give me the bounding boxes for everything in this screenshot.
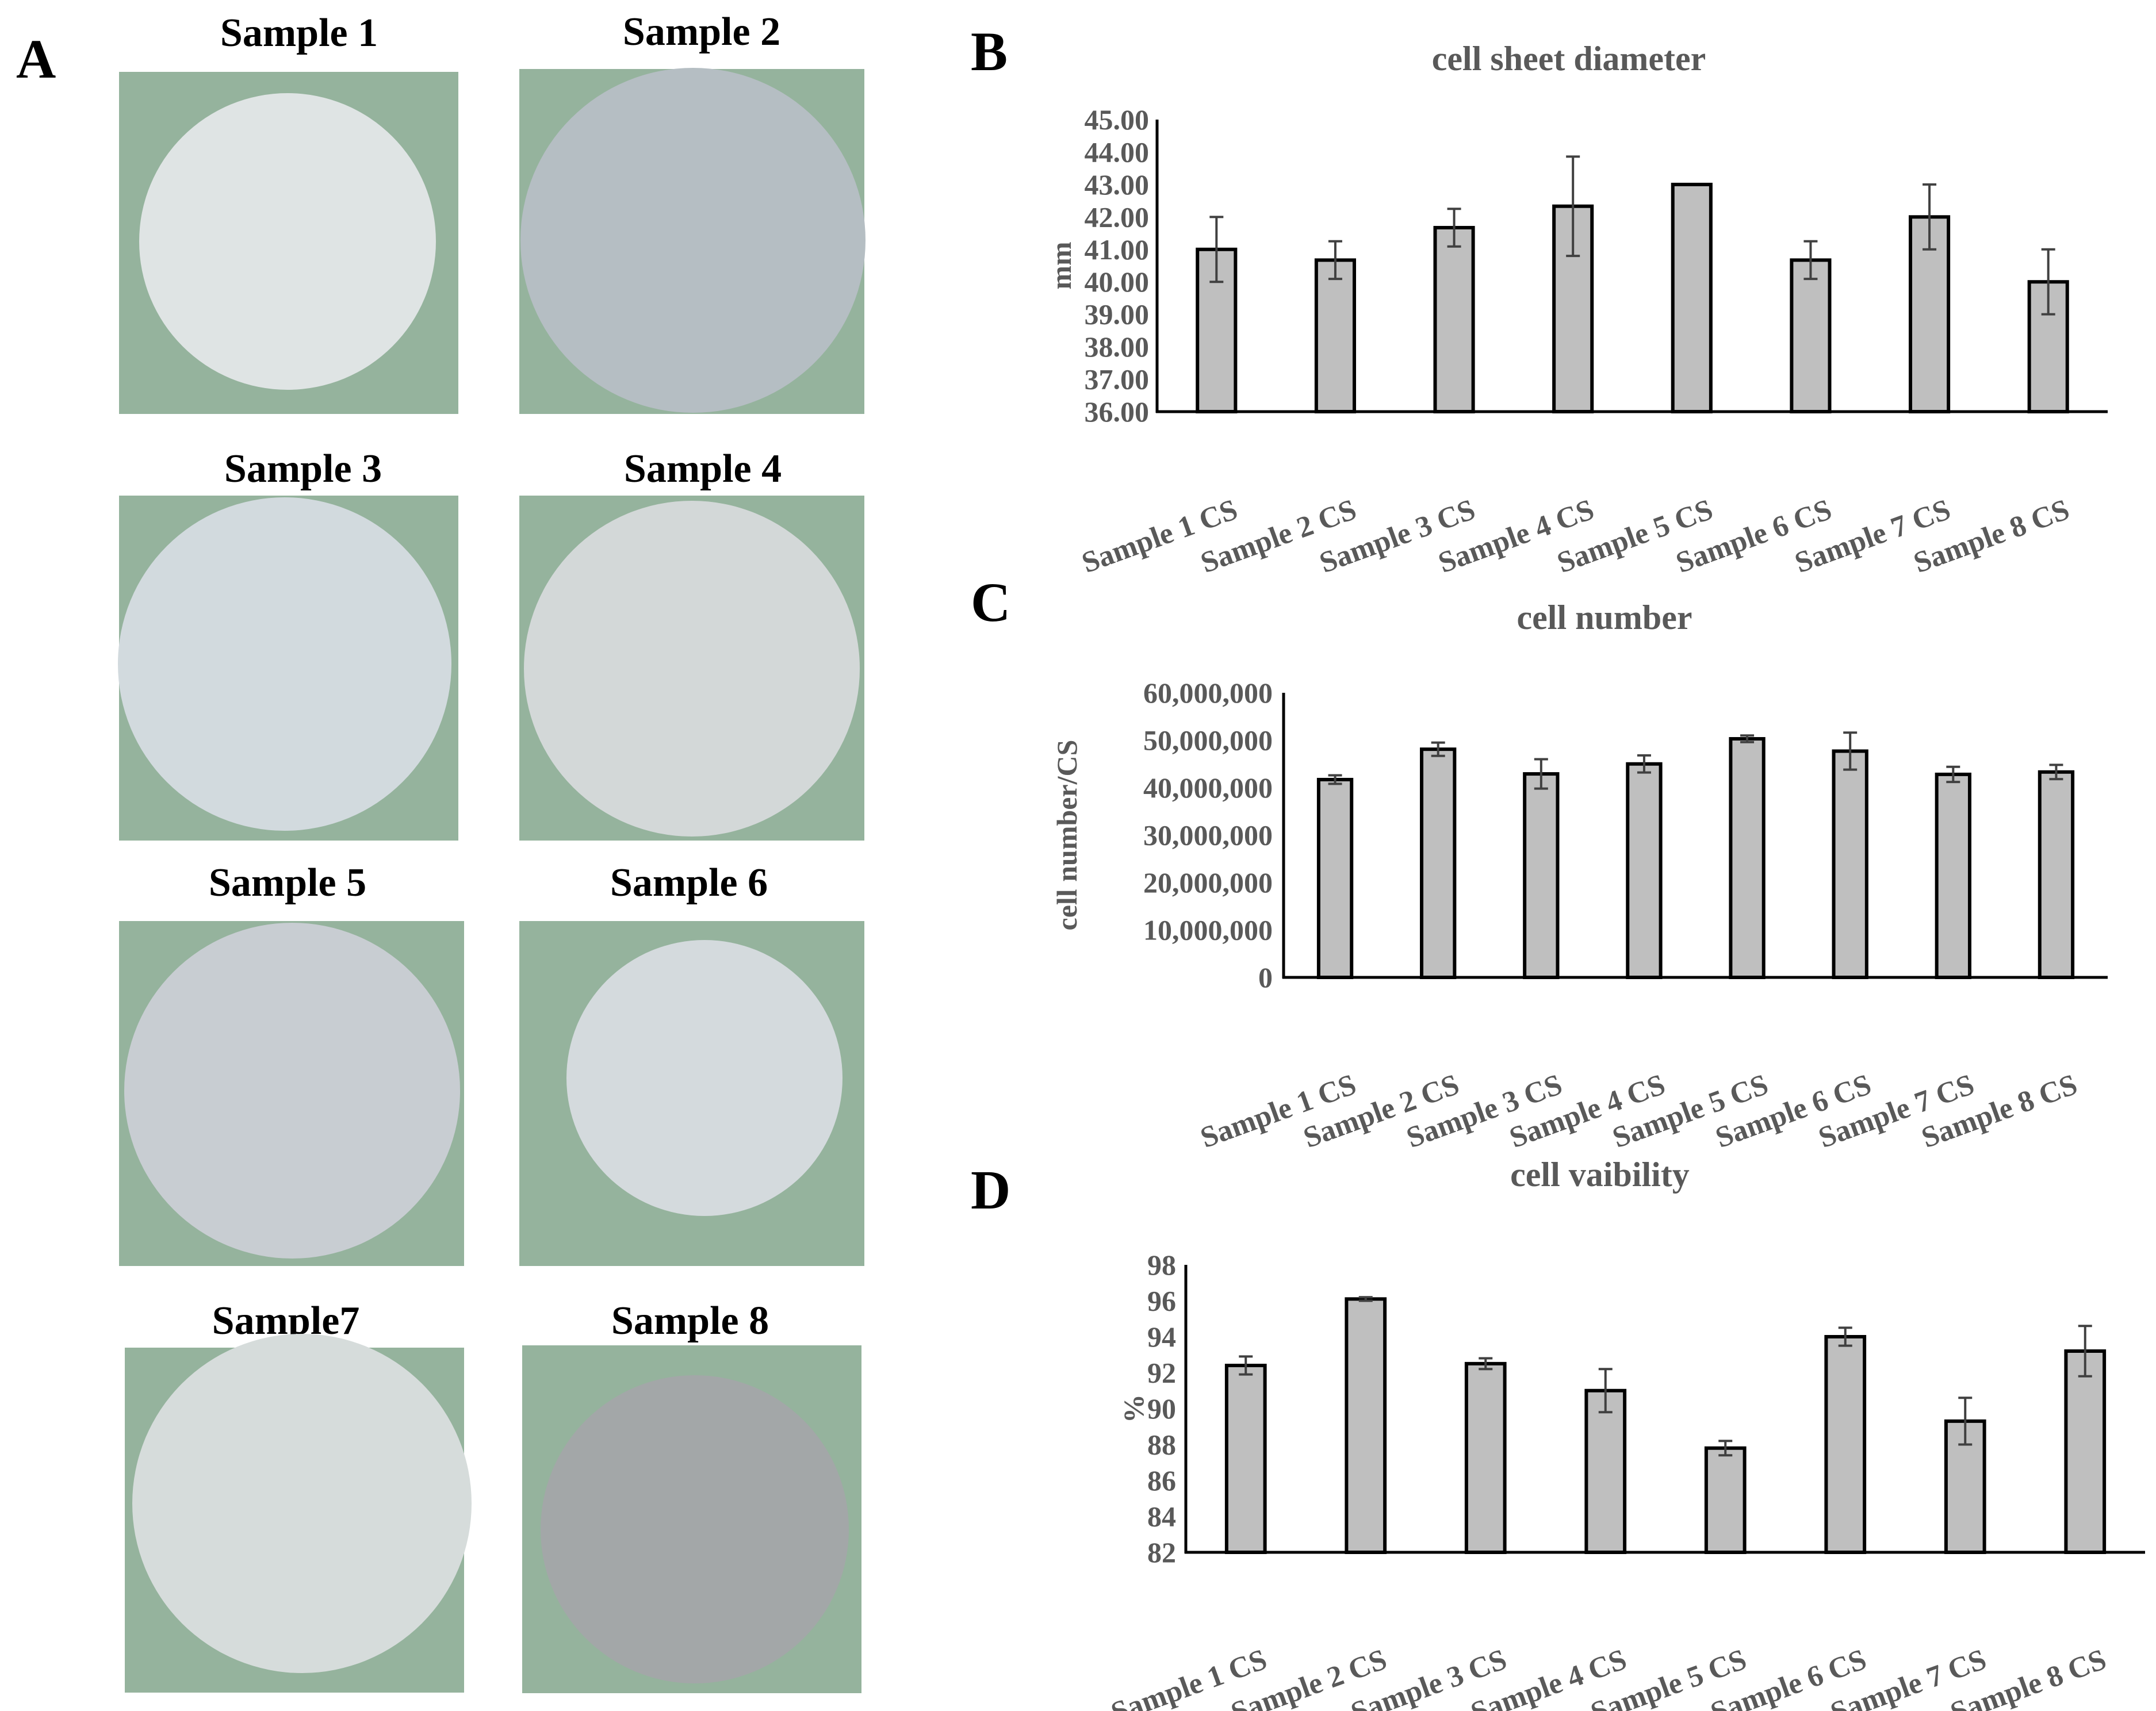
y-axis-title: mm <box>1045 241 1077 289</box>
photo-title: Sample 3 <box>224 447 382 491</box>
bar <box>1314 258 1356 413</box>
chart-title: cell number <box>1517 599 1692 636</box>
chart-cell-viability: cell vaibility%828486889092949698Sample … <box>1107 1156 2145 1711</box>
y-tick-label: 42.00 <box>1085 201 1150 233</box>
cell-sheet-disc <box>124 923 460 1259</box>
y-tick-label: 0 <box>1258 961 1273 993</box>
sample-photo: Sample 1 <box>119 11 458 414</box>
bar <box>1626 762 1663 979</box>
sample-photo: Sample 8 <box>522 1299 861 1693</box>
y-tick-label: 50,000,000 <box>1143 724 1273 757</box>
bar <box>1824 1335 1867 1554</box>
y-tick-label: 20,000,000 <box>1143 866 1273 899</box>
y-tick-label: 94 <box>1147 1321 1176 1353</box>
sample-photo: Sample 6 <box>519 861 864 1266</box>
panel-letter-b: B <box>971 21 1008 82</box>
y-tick-label: 44.00 <box>1085 136 1150 168</box>
y-tick-label: 37.00 <box>1085 363 1150 396</box>
y-tick-label: 36.00 <box>1085 396 1150 428</box>
bar <box>1523 772 1560 979</box>
photo-title: Sample 8 <box>611 1299 769 1343</box>
y-tick-label: 96 <box>1147 1285 1176 1317</box>
bar <box>1420 747 1457 980</box>
cell-sheet-disc <box>524 501 860 837</box>
bar <box>2064 1349 2107 1554</box>
y-tick-label: 10,000,000 <box>1143 914 1273 946</box>
y-tick-label: 90 <box>1147 1392 1176 1425</box>
sample-photo: Sample 5 <box>119 861 464 1266</box>
sample-photo: Sample 2 <box>519 10 866 414</box>
photo-title: Sample 6 <box>610 861 768 905</box>
y-axis-title: cell number/CS <box>1051 740 1083 931</box>
sample-photo: Sample 4 <box>519 447 864 841</box>
panel-letter-d: D <box>971 1159 1010 1221</box>
cell-sheet-disc <box>541 1375 849 1683</box>
y-axis-title: % <box>1117 1394 1150 1423</box>
y-tick-label: 40,000,000 <box>1143 772 1273 804</box>
bar <box>1935 772 1971 980</box>
y-tick-label: 43.00 <box>1085 168 1150 201</box>
bar <box>1433 225 1475 413</box>
cell-sheet-disc <box>132 1334 472 1673</box>
y-tick-label: 92 <box>1147 1357 1176 1389</box>
y-tick-label: 84 <box>1147 1501 1176 1533</box>
bar <box>1671 182 1713 413</box>
y-tick-label: 38.00 <box>1085 331 1150 363</box>
y-tick-label: 41.00 <box>1085 233 1150 266</box>
y-tick-label: 98 <box>1147 1249 1176 1281</box>
chart-title: cell sheet diameter <box>1432 40 1706 78</box>
cell-sheet-disc <box>139 93 436 390</box>
photo-title: Sample 1 <box>220 11 378 55</box>
sample-photo: Sample7 <box>125 1299 472 1693</box>
cell-sheet-disc <box>118 497 451 831</box>
photo-title: Sample 4 <box>624 447 782 491</box>
sample-photo: Sample 3 <box>118 447 458 841</box>
y-tick-label: 40.00 <box>1085 266 1150 298</box>
chart-cell-sheet-diameter: cell sheet diameter mm 36.0037.0038.0039.0… <box>1045 40 2108 580</box>
bar <box>2038 770 2075 980</box>
photo-title: Sample 5 <box>209 861 366 905</box>
bar <box>1345 1297 1387 1554</box>
cell-sheet-disc <box>520 68 866 413</box>
bar <box>1464 1361 1507 1554</box>
y-tick-label: 39.00 <box>1085 298 1150 331</box>
panel-letter-a: A <box>16 28 56 90</box>
bar <box>1584 1388 1627 1554</box>
y-tick-label: 30,000,000 <box>1143 819 1273 851</box>
cell-sheet-disc <box>566 940 843 1216</box>
photo-title: Sample 2 <box>623 10 780 54</box>
y-tick-label: 60,000,000 <box>1143 677 1273 709</box>
bar <box>1704 1446 1747 1554</box>
bar <box>1316 777 1354 979</box>
bar <box>1224 1364 1267 1554</box>
y-tick-label: 45.00 <box>1085 103 1150 136</box>
chart-cell-number: cell number cell number/CS 0 10,000,000 20,0… <box>1051 599 2108 1154</box>
y-tick-label: 88 <box>1147 1429 1176 1461</box>
bar <box>1790 258 1832 413</box>
chart-title: cell vaibility <box>1510 1156 1690 1194</box>
y-tick-label: 82 <box>1147 1536 1176 1568</box>
photo-grid: Sample 1 Sample 2 Sample 3 Sample 4 Sample 5… <box>118 10 866 1693</box>
bar <box>1729 737 1766 980</box>
y-tick-label: 86 <box>1147 1464 1176 1497</box>
bar <box>1832 749 1868 979</box>
panel-letter-c: C <box>971 571 1010 633</box>
